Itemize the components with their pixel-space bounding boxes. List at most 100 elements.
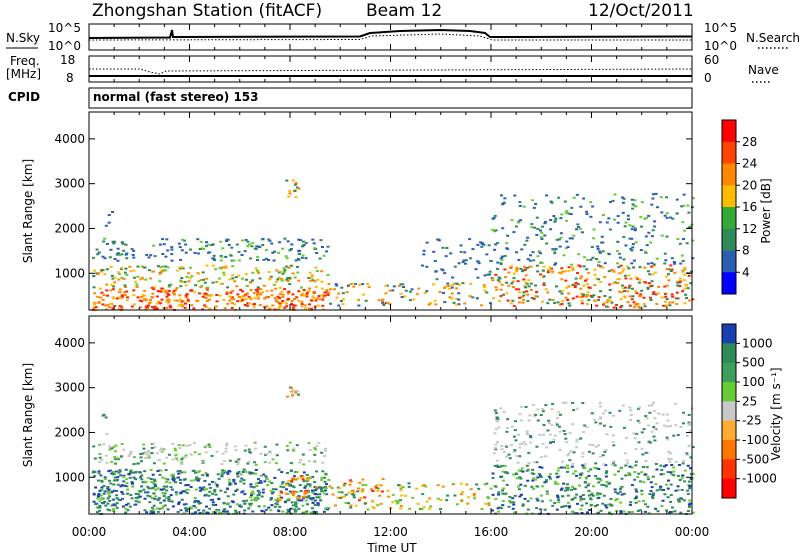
echo-cell — [97, 470, 101, 473]
echo-cell — [313, 305, 317, 308]
echo-cell — [559, 488, 563, 491]
echo-cell — [570, 237, 574, 240]
colorbar-swatch — [722, 324, 736, 344]
echo-cell — [601, 454, 605, 457]
echo-cell — [520, 442, 524, 445]
echo-cell — [597, 481, 601, 484]
echo-cell — [493, 214, 497, 217]
echo-cell — [320, 294, 324, 297]
echo-cell — [502, 293, 506, 296]
echo-cell — [564, 504, 568, 507]
echo-cell — [596, 511, 600, 514]
echo-cell — [619, 512, 623, 515]
echo-cell — [144, 278, 148, 281]
echo-cell — [555, 238, 559, 241]
echo-cell — [586, 511, 590, 514]
echo-cell — [649, 481, 653, 484]
echo-cell — [325, 250, 329, 253]
echo-cell — [549, 477, 553, 480]
echo-cell — [297, 393, 301, 396]
echo-cell — [151, 511, 155, 514]
echo-cell — [495, 441, 499, 444]
echo-cell — [459, 244, 463, 247]
echo-cell — [565, 219, 569, 222]
echo-cell — [112, 285, 116, 288]
echo-cell — [240, 239, 244, 242]
echo-cell — [197, 500, 201, 503]
echo-cell — [235, 511, 239, 514]
echo-cell — [93, 475, 97, 478]
echo-cell — [488, 302, 492, 305]
echo-cell — [237, 296, 241, 299]
echo-cell — [499, 295, 503, 298]
echo-cell — [424, 485, 428, 488]
echo-cell — [304, 485, 308, 488]
echo-cell — [522, 441, 526, 444]
echo-cell — [663, 262, 667, 265]
echo-cell — [132, 276, 136, 279]
echo-cell — [268, 278, 272, 281]
echo-cell — [327, 282, 331, 285]
echo-cell — [162, 488, 166, 491]
echo-cell — [606, 305, 610, 308]
echo-cell — [585, 210, 589, 213]
echo-cell — [492, 216, 496, 219]
echo-cell — [124, 243, 128, 246]
echo-cell — [212, 254, 216, 257]
echo-cell — [435, 278, 439, 281]
echo-cell — [585, 426, 589, 429]
echo-cell — [666, 471, 670, 474]
echo-cell — [647, 231, 651, 234]
echo-cell — [183, 302, 187, 305]
echo-cell — [536, 408, 540, 411]
echo-cell — [145, 511, 149, 514]
echo-cell — [255, 258, 259, 261]
echo-cell — [344, 493, 348, 496]
echo-cell — [358, 481, 362, 484]
echo-cell — [222, 271, 226, 274]
echo-cell — [125, 273, 129, 276]
echo-cell — [225, 442, 229, 445]
echo-cell — [271, 491, 275, 494]
echo-cell — [308, 271, 312, 274]
echo-cell — [294, 259, 298, 262]
echo-cell — [455, 282, 459, 285]
echo-cell — [549, 499, 553, 502]
echo-cell — [394, 499, 398, 502]
echo-cell — [567, 292, 571, 295]
echo-cell — [149, 469, 153, 472]
nave-trace — [89, 68, 693, 75]
echo-cell — [263, 480, 267, 483]
echo-cell — [310, 507, 314, 510]
echo-cell — [104, 224, 108, 227]
echo-cell — [153, 446, 157, 449]
echo-cell — [128, 476, 132, 479]
echo-cell — [535, 497, 539, 500]
echo-cell — [523, 497, 527, 500]
echo-cell — [620, 196, 624, 199]
echo-cell — [320, 246, 324, 249]
echo-cell — [512, 503, 516, 506]
echo-cell — [309, 476, 313, 479]
echo-cell — [204, 472, 208, 475]
echo-cell — [535, 485, 539, 488]
echo-cell — [126, 509, 130, 512]
echo-cell — [503, 464, 507, 467]
echo-cell — [221, 510, 225, 513]
echo-cell — [285, 492, 289, 495]
echo-cell — [323, 449, 327, 452]
echo-cell — [257, 491, 261, 494]
echo-cell — [242, 468, 246, 471]
echo-cell — [158, 507, 162, 510]
echo-cell — [234, 449, 238, 452]
echo-cell — [132, 249, 136, 252]
echo-cell — [534, 478, 538, 481]
echo-cell — [184, 243, 188, 246]
echo-cell — [320, 451, 324, 454]
colorbar-tick-label: -500 — [742, 452, 769, 466]
echo-cell — [522, 298, 526, 301]
echo-cell — [277, 306, 281, 309]
echo-cell — [634, 290, 638, 293]
echo-cell — [274, 280, 278, 283]
echo-cell — [135, 283, 139, 286]
